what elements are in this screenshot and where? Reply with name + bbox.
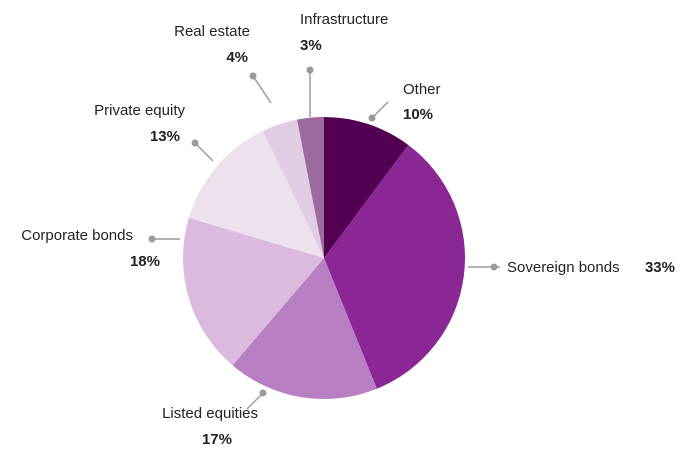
leader-dot — [191, 139, 199, 147]
leader-line — [371, 101, 389, 119]
leader-dot — [368, 114, 376, 122]
leader-dot — [259, 389, 267, 397]
pie-slice — [297, 117, 324, 258]
slice-label: Sovereign bonds — [507, 259, 620, 276]
leader-line — [252, 75, 272, 104]
slice-label: Private equity — [94, 102, 185, 119]
slice-label: Infrastructure — [300, 11, 388, 28]
leader-line — [194, 142, 214, 162]
leader-dot — [148, 235, 156, 243]
leader-dot — [249, 72, 257, 80]
slice-label: Real estate — [174, 23, 250, 40]
slice-label: Other — [403, 81, 441, 98]
pie-slice — [188, 130, 324, 258]
leader-dot — [490, 263, 498, 271]
slice-value-label: 17% — [202, 431, 232, 448]
slice-value-label: 10% — [403, 106, 433, 123]
pie-slice — [182, 217, 324, 366]
slice-value-label: 18% — [130, 253, 160, 270]
slice-value-label: 4% — [226, 49, 248, 66]
slice-value-label: 33% — [645, 259, 675, 276]
pie-slice — [232, 258, 377, 399]
leader-line — [246, 392, 264, 410]
leader-dot — [306, 66, 314, 74]
pie-slice — [324, 145, 465, 389]
slice-label: Corporate bonds — [21, 227, 133, 244]
pie-slice — [324, 117, 409, 258]
slice-value-label: 13% — [150, 128, 180, 145]
slice-value-label: 3% — [300, 37, 322, 54]
pie-slice — [262, 119, 324, 258]
slice-label: Listed equities — [162, 405, 258, 422]
